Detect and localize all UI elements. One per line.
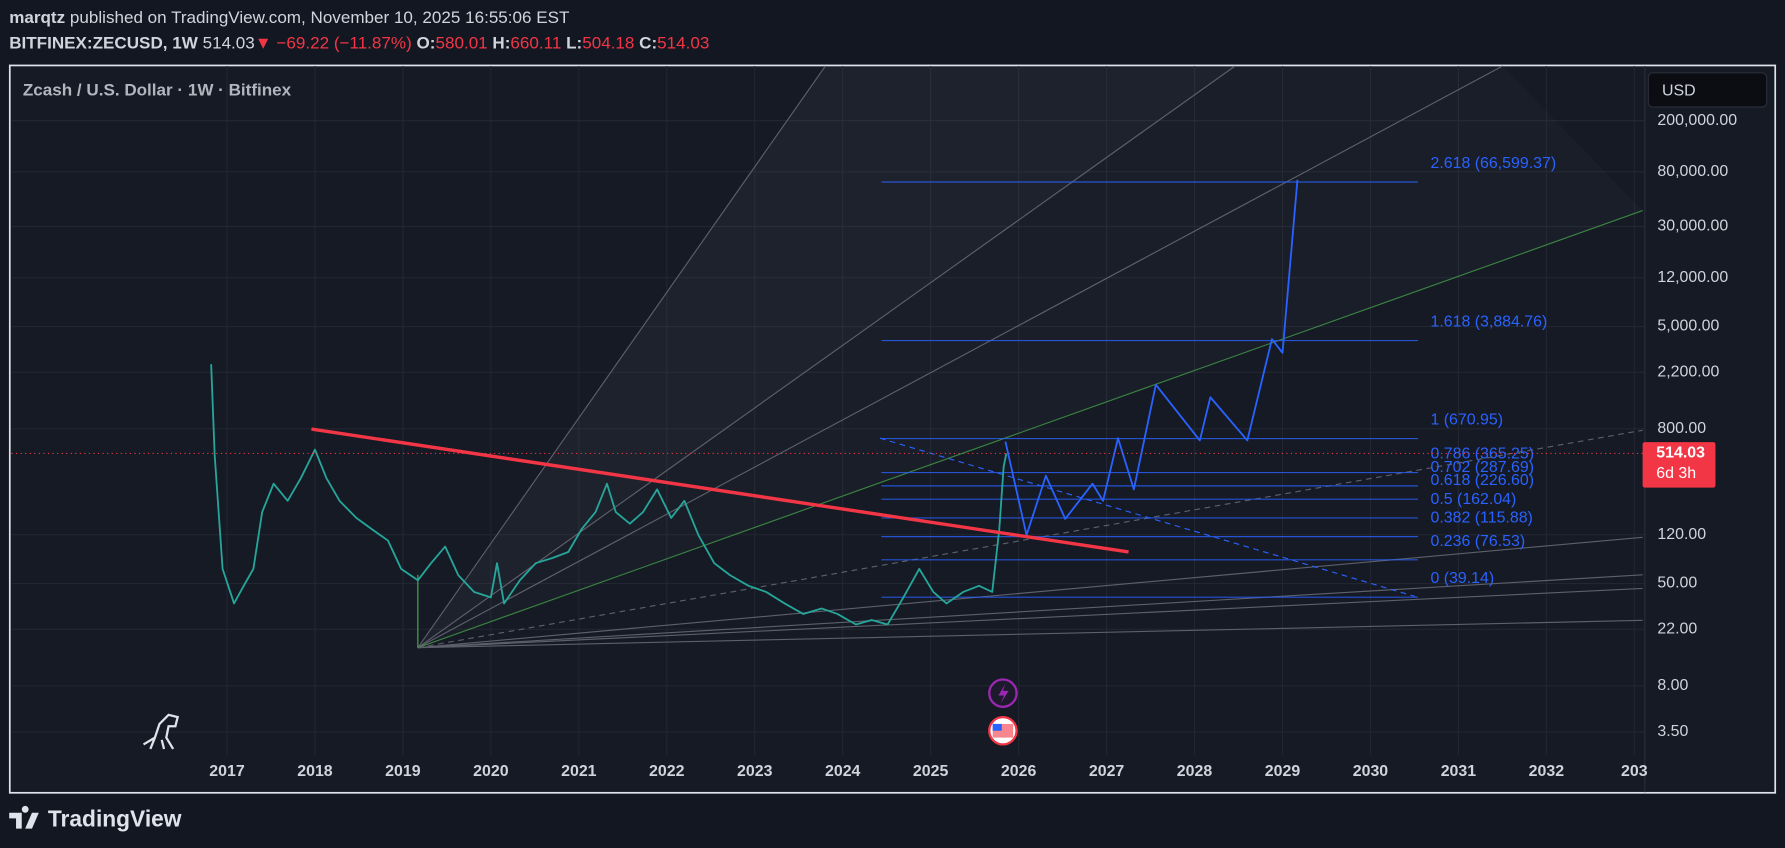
grid [11,66,1645,755]
change: −69.22 (−11.87%) [276,33,411,52]
fib-label: 0.618 (226.60) [1430,472,1534,489]
y-tick-label: 80,000.00 [1657,163,1728,180]
y-tick-label: 3.50 [1657,723,1688,740]
fib-label: 0.382 (115.88) [1430,510,1532,527]
x-tick-label: 2021 [561,763,597,780]
ohlc-label: H: [492,33,510,52]
chart-title: Zcash / U.S. Dollar · 1W · Bitfinex [23,81,292,100]
author: marqtz [9,8,65,27]
fib-label: 0.5 (162.04) [1430,491,1516,508]
price-line [210,364,1008,626]
x-tick-label: 2025 [913,763,949,780]
bolt [998,684,1009,704]
footer: TradingView [9,806,182,832]
countdown: 6d 3h [1656,465,1696,482]
y-tick-label: 800.00 [1657,420,1706,437]
ohlc-value: 504.18 [582,33,634,52]
trendline [311,427,1129,554]
fib-trend [879,437,1416,597]
fan-line [417,619,1643,649]
ohlc-value: 660.11 [510,33,561,52]
brand-logo [9,805,39,829]
ohlc-value: 514.03 [657,33,709,52]
x-tick-label: 2020 [473,763,509,780]
fan-line [417,65,826,648]
currency[interactable]: USD [1662,82,1696,99]
ohlc-label: O: [417,33,436,52]
plot: 2.618 (66,599.37) 1.618 (3,884.76) 1 (670.… [11,155,1645,626]
fan-line [417,210,1643,649]
ohlc-label: L: [566,33,582,52]
x-tick-label: 2032 [1529,763,1565,780]
y-tick-label: 22.00 [1657,621,1697,638]
symbol: BITFINEX:ZECUSD, 1W [9,33,199,52]
fib-label: 0 (39.14) [1430,570,1494,587]
currency-button[interactable] [1647,72,1768,108]
last-price-box [1642,442,1716,488]
y-tick-label: 8.00 [1657,677,1688,694]
flag-canton [992,723,1002,731]
x-tick-label: 2019 [385,763,421,780]
y-tick-label: 120.00 [1657,526,1706,543]
x-tick-label: 2017 [209,763,245,780]
fib-label: 0.236 (76.53) [1430,533,1525,550]
x-tick-label: 2023 [737,763,773,780]
fib-label: 0.702 (287.69) [1430,459,1534,476]
gann-fan [417,65,1643,649]
change-arrow: ▼ [255,33,272,52]
y-tick-label: 12,000.00 [1657,269,1728,286]
dino-icon [142,713,180,750]
price: 514.03 [203,33,255,52]
y-tick-label: 30,000.00 [1657,218,1728,235]
x-tick-label: 2028 [1177,763,1213,780]
x-tick-label: 2030 [1353,763,1389,780]
last-price-label: 514.03 [1656,445,1705,462]
published: published on TradingView.com, November 1… [70,8,570,27]
fan-line [417,65,1236,649]
y-tick-label: 50.00 [1657,575,1697,592]
x-tick-label: 2029 [1265,763,1301,780]
x-tick-label: 203 [1621,763,1648,780]
x-tick-label: 2027 [1089,763,1125,780]
brand: TradingView [48,806,182,832]
ohlc-value: 580.01 [435,33,487,52]
fan-line [417,574,1643,649]
event-markers [988,678,1018,746]
dino [142,713,180,750]
ohlc-label: C: [639,33,657,52]
fib-label: 2.618 (66,599.37) [1430,155,1556,172]
y-tick-label: 200,000.00 [1657,112,1737,129]
fib-label: 1 (670.95) [1430,412,1503,429]
fan-line [417,65,1503,649]
fan-line [417,429,1643,649]
fib-label: 1.618 (3,884.76) [1430,314,1547,331]
x-tick-label: 2018 [297,763,333,780]
price-line [1004,179,1299,537]
x-tick-label: 2022 [649,763,685,780]
x-tick-label: 2031 [1441,763,1477,780]
publish-line: marqtz published on TradingView.com, Nov… [9,8,570,27]
x-tick-label: 2026 [1001,763,1037,780]
y-tick-label: 2,200.00 [1657,364,1719,381]
symbol-line: BITFINEX:ZECUSD, 1W 514.03▼ −69.22 (−11.… [9,33,709,52]
x-tick-label: 2024 [825,763,861,780]
y-tick-label: 5,000.00 [1657,318,1719,335]
fan-line [417,536,1643,649]
fan-line [417,587,1643,649]
